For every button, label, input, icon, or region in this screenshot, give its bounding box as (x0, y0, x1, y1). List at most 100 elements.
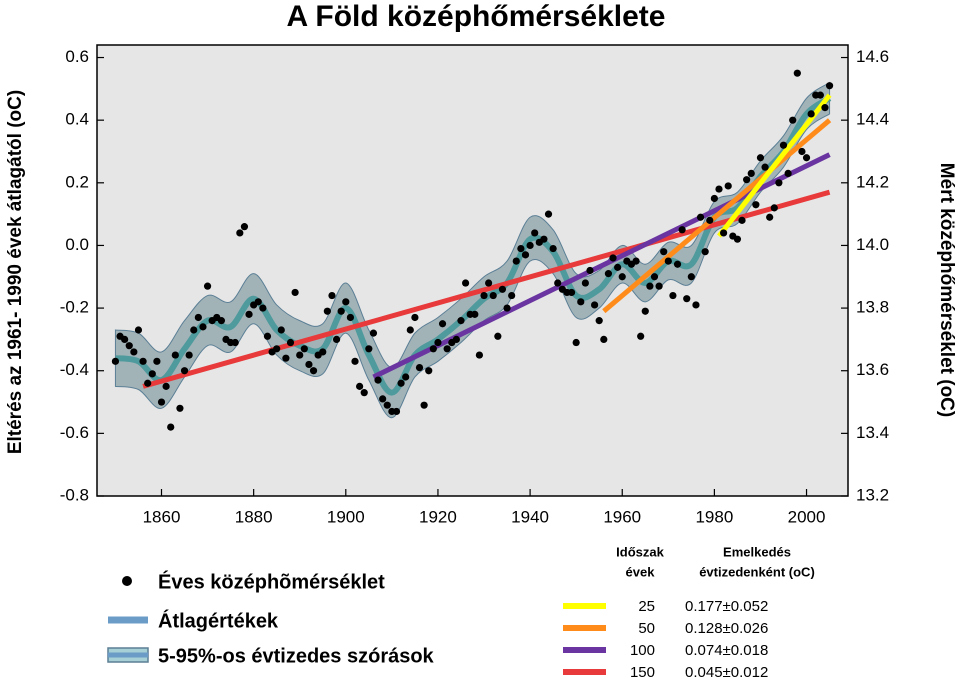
data-point (526, 241, 534, 250)
data-point (618, 273, 626, 281)
y2-tick-label: 14.0 (856, 235, 889, 254)
legend-label: 5-95%-os évtizedes szórások (158, 645, 435, 667)
data-point (595, 317, 603, 325)
y-tick-label: 0.0 (65, 235, 89, 254)
data-point (669, 291, 677, 300)
plot-background (97, 45, 848, 496)
y2-tick-label: 13.2 (856, 485, 889, 504)
data-point (609, 254, 617, 262)
data-point (646, 282, 654, 290)
data-point (475, 351, 484, 359)
data-point (793, 69, 801, 77)
y-tick-label: 0.6 (65, 47, 89, 66)
x-tick-label: 1980 (695, 507, 733, 526)
data-point (577, 298, 585, 306)
data-point (286, 338, 295, 347)
legend-label: Átlagértékek (158, 609, 279, 632)
data-point (825, 82, 834, 90)
data-point (789, 116, 797, 124)
y2-tick-label: 13.4 (856, 423, 889, 442)
y-tick-label: 0.2 (65, 172, 89, 191)
plot-frame (96, 44, 849, 497)
data-point (766, 213, 774, 221)
data-point (508, 291, 516, 300)
data-point (761, 163, 769, 171)
x-tick-label: 1860 (143, 507, 181, 526)
data-point (461, 279, 470, 287)
data-point (733, 235, 742, 243)
data-point (383, 401, 391, 409)
data-point (240, 223, 249, 231)
data-point (429, 345, 437, 353)
data-point (342, 298, 350, 306)
table-header: Időszak (616, 544, 664, 559)
y-tick-label: -0.4 (60, 360, 89, 379)
data-point (130, 348, 138, 356)
data-point (203, 282, 212, 290)
data-point (360, 389, 368, 397)
data-point (282, 354, 290, 362)
data-point (743, 176, 751, 184)
data-point (397, 379, 405, 387)
table-rate: 0.177±0.052 (685, 598, 768, 615)
data-point (549, 244, 557, 253)
data-point (457, 317, 465, 325)
legend-label: Éves középhõmérséklet (158, 570, 385, 593)
x-tick-label: 1880 (235, 507, 273, 526)
data-point (604, 270, 613, 278)
data-point (710, 194, 718, 203)
data-point (738, 216, 746, 224)
data-point (254, 298, 262, 306)
data-point (438, 320, 447, 328)
x-tick-label: 1940 (511, 507, 549, 526)
data-point (420, 401, 428, 409)
data-point (531, 229, 539, 237)
data-point (443, 345, 451, 353)
data-point (291, 288, 299, 297)
data-point (194, 313, 202, 322)
data-point (176, 404, 184, 412)
y2-tick-label: 13.8 (856, 298, 889, 317)
data-point (678, 226, 686, 234)
data-point (263, 332, 272, 340)
data-point (600, 335, 608, 344)
data-point (821, 104, 829, 112)
data-point (259, 304, 267, 312)
y-tick-label: -0.8 (60, 485, 89, 504)
data-point (784, 169, 792, 178)
data-point (494, 332, 502, 340)
data-point (687, 273, 695, 281)
x-tick-label: 1920 (419, 507, 457, 526)
y-axis-label: Eltérés az 1961- 1990 évek átlagától (oC… (5, 90, 26, 454)
data-point (701, 248, 709, 256)
data-point (720, 229, 728, 237)
data-point (641, 307, 649, 315)
data-point (452, 335, 460, 344)
data-point (305, 360, 313, 369)
data-point (167, 423, 175, 431)
data-point (807, 110, 815, 118)
data-point (650, 273, 659, 281)
y2-axis-label: Mért középhőmérséklet (oC) (936, 163, 957, 417)
data-point (540, 235, 548, 243)
data-point (185, 351, 193, 359)
data-point (664, 257, 672, 265)
data-point (162, 382, 170, 390)
y-tick-label: -0.6 (60, 423, 89, 442)
data-point (572, 338, 580, 347)
data-point (521, 251, 530, 259)
trend-line (142, 189, 831, 389)
data-point (346, 313, 355, 322)
data-point (586, 266, 594, 275)
table-header: évtizedenként (oC) (699, 564, 815, 579)
data-point (637, 332, 645, 340)
data-point (157, 398, 166, 406)
data-point (111, 357, 120, 365)
data-point (485, 279, 493, 287)
data-point (356, 382, 364, 390)
data-point (319, 348, 327, 356)
data-point (125, 342, 133, 350)
table-period: 25 (638, 598, 655, 615)
y2-tick-label: 14.2 (856, 172, 889, 191)
data-point (581, 279, 589, 287)
